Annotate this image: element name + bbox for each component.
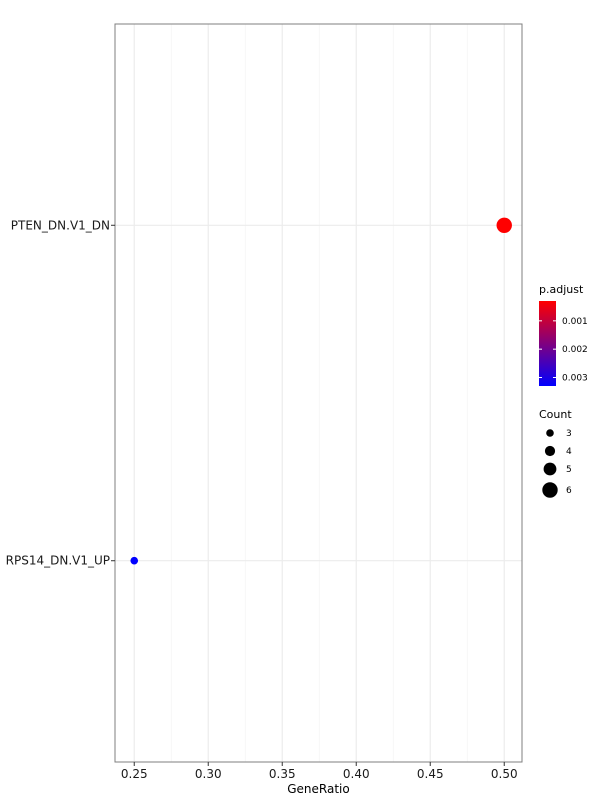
y-tick-label: PTEN_DN.V1_DN	[11, 218, 110, 232]
x-tick-label: 0.50	[491, 767, 518, 781]
size-legend-key	[546, 429, 554, 437]
size-legend-key	[543, 462, 557, 476]
data-point	[130, 556, 139, 565]
size-legend-label: 5	[566, 465, 572, 475]
x-tick-label: 0.35	[269, 767, 296, 781]
size-legend-key	[542, 482, 558, 498]
size-legend-keys: 3 4 5 6	[542, 429, 572, 498]
data-points	[130, 217, 512, 565]
axes: 0.25 0.30 0.35 0.40 0.45 0.50 RPS14_DN.V1_UP PT…	[6, 218, 518, 781]
size-legend-title: Count	[539, 408, 572, 421]
color-legend-ticks: 0.001 0.002 0.003	[539, 317, 588, 384]
color-legend: p.adjust 0.001 0.002 0.003	[539, 283, 588, 386]
color-legend-label: 0.001	[562, 317, 588, 327]
x-tick-label: 0.45	[417, 767, 444, 781]
grid-lines	[115, 24, 522, 762]
size-legend-label: 6	[566, 486, 572, 496]
size-legend: Count 3 4 5 6	[539, 408, 572, 498]
color-legend-title: p.adjust	[539, 283, 584, 296]
color-legend-bar	[539, 301, 556, 386]
size-legend-label: 3	[566, 429, 572, 439]
color-legend-label: 0.003	[562, 374, 588, 384]
x-tick-label: 0.25	[121, 767, 148, 781]
x-axis-title: GeneRatio	[287, 782, 349, 796]
plot-panel-border	[114, 23, 523, 763]
data-point	[496, 217, 512, 233]
y-tick-label: RPS14_DN.V1_UP	[6, 554, 110, 568]
size-legend-key	[544, 445, 556, 457]
x-tick-label: 0.30	[195, 767, 222, 781]
x-tick-label: 0.40	[343, 767, 370, 781]
size-legend-label: 4	[566, 447, 572, 457]
color-legend-label: 0.002	[562, 345, 588, 355]
